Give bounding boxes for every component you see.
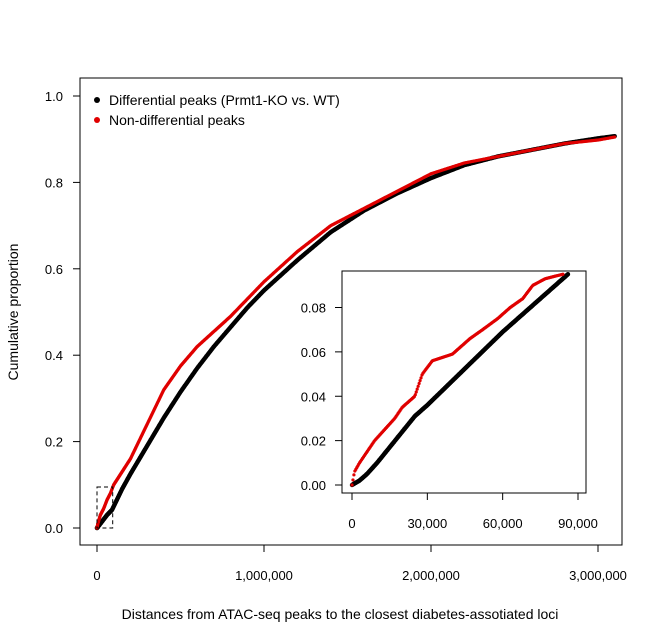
zoom-region-box: [96, 486, 114, 529]
inset-series-non-differential: [350, 272, 565, 487]
inset-data-point: [413, 393, 417, 397]
y-tick-label: 0.0: [45, 521, 63, 536]
inset-data-point: [561, 272, 565, 276]
inset-y-tick-label: 0.04: [301, 389, 326, 404]
y-tick-label: 0.8: [45, 175, 63, 190]
legend: Differential peaks (Prmt1-KO vs. WT) Non…: [94, 92, 340, 128]
inset-data-point: [416, 384, 420, 388]
legend-marker-differential: [94, 97, 100, 103]
inset-data-point: [419, 376, 423, 380]
inset-data-point: [417, 381, 421, 386]
inset-data-point: [351, 478, 355, 482]
series-non-differential: [95, 135, 617, 530]
main-plot: 0 1,000,000 2,000,000 3,000,000 0.0 0.2 0.4 0.6…: [45, 77, 627, 583]
inset-x-tick-label: 0: [348, 516, 355, 531]
inset-x-tick-label: 30,000: [407, 516, 447, 531]
x-tick-label: 0: [93, 568, 100, 583]
inset-x-tick-label: 60,000: [483, 516, 523, 531]
inset-y-tick-label: 0.08: [301, 301, 326, 316]
inset-y-tick-label: 0.00: [301, 478, 326, 493]
inset-data-point: [418, 379, 422, 383]
x-tick-label: 3,000,000: [569, 568, 627, 583]
y-tick-label: 0.4: [45, 348, 63, 363]
inset-series-differential: [349, 272, 571, 488]
legend-marker-non-differential: [94, 117, 100, 123]
y-tick-label: 1.0: [45, 89, 63, 104]
x-tick-label: 1,000,000: [235, 568, 293, 583]
inset-data-point: [415, 387, 419, 391]
inset-series-layer: [349, 272, 571, 488]
inset-y-tick-label: 0.06: [301, 345, 326, 360]
inset-data-point: [414, 390, 418, 394]
inset-plot: 0 30,000 60,000 90,000 0.00 0.02 0.04 0.06 0.08: [301, 270, 598, 531]
inset-data-point: [350, 483, 354, 487]
inset-data-point: [565, 272, 571, 277]
main-series-layer: [94, 133, 617, 531]
y-tick-label: 0.6: [45, 262, 63, 277]
data-point: [613, 135, 617, 139]
x-axis-label: Distances from ATAC-seq peaks to the clo…: [122, 606, 559, 622]
inset-data-point: [352, 473, 356, 477]
x-tick-label: 2,000,000: [402, 568, 460, 583]
y-tick-label: 0.2: [45, 435, 63, 450]
y-axis-label: Cumulative proportion: [5, 244, 21, 381]
inset-x-tick-label: 90,000: [558, 516, 598, 531]
legend-label-non-differential: Non-differential peaks: [109, 112, 245, 128]
inset-y-tick-label: 0.02: [301, 434, 326, 449]
legend-label-differential: Differential peaks (Prmt1-KO vs. WT): [109, 92, 340, 108]
